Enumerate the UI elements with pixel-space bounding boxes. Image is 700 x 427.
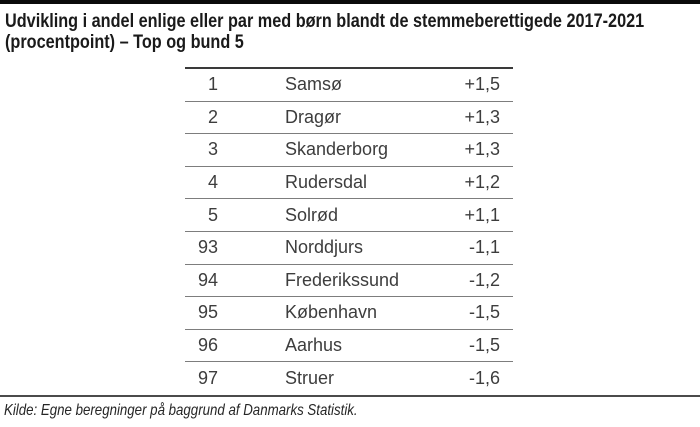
rank-cell: 5 (207, 204, 218, 225)
rank-cell: 94 (197, 269, 218, 290)
municipality-cell: Dragør (285, 106, 342, 127)
rank-cell: 2 (207, 106, 218, 127)
municipality-cell: Samsø (285, 74, 343, 95)
table-row: 96 Aarhus -1,5 (185, 330, 513, 363)
rank-cell: 1 (207, 74, 218, 95)
value-cell: +1,2 (464, 172, 500, 193)
municipality-cell: Skanderborg (285, 139, 389, 160)
table-row: 95 København -1,5 (185, 297, 513, 330)
bottom-rule (0, 394, 700, 397)
figure-title-line1: Udvikling i andel enlige eller par med b… (5, 11, 645, 32)
page-top-border (0, 0, 700, 4)
municipality-cell: Solrød (285, 204, 339, 225)
rank-cell: 4 (207, 172, 218, 193)
value-cell: +1,3 (464, 106, 500, 127)
table-row: 97 Struer -1,6 (185, 362, 513, 395)
value-cell: -1,6 (468, 368, 500, 389)
value-cell: -1,5 (468, 335, 500, 356)
municipality-cell: Struer (285, 368, 335, 389)
table-row: 93 Norddjurs -1,1 (185, 232, 513, 265)
rank-cell: 96 (197, 335, 218, 356)
value-cell: +1,3 (464, 139, 500, 160)
table-row: 2 Dragør +1,3 (185, 102, 513, 135)
figure-title: Udvikling i andel enlige eller par med b… (5, 11, 700, 53)
municipality-cell: Frederikssund (285, 269, 400, 290)
table-row: 5 Solrød +1,1 (185, 199, 513, 232)
rank-cell: 97 (197, 368, 218, 389)
source-note: Kilde: Egne beregninger på baggrund af D… (4, 401, 358, 419)
rank-cell: 93 (197, 237, 218, 258)
table-row: 4 Rudersdal +1,2 (185, 167, 513, 200)
table-row: 94 Frederikssund -1,2 (185, 265, 513, 298)
value-cell: +1,5 (464, 74, 500, 95)
municipality-cell: København (285, 302, 378, 323)
figure-title-line2: (procentpoint) – Top og bund 5 (5, 32, 244, 53)
municipality-cell: Aarhus (285, 335, 343, 356)
rank-cell: 95 (197, 302, 218, 323)
table-row: 1 Samsø +1,5 (185, 69, 513, 102)
municipality-cell: Norddjurs (285, 237, 364, 258)
value-cell: -1,2 (468, 269, 500, 290)
value-cell: -1,1 (468, 237, 500, 258)
rank-cell: 3 (207, 139, 218, 160)
municipality-cell: Rudersdal (285, 172, 368, 193)
value-cell: -1,5 (468, 302, 500, 323)
table-row: 3 Skanderborg +1,3 (185, 134, 513, 167)
ranking-table: 1 Samsø +1,5 2 Dragør +1,3 3 Skanderborg… (185, 67, 513, 395)
value-cell: +1,1 (464, 204, 500, 225)
